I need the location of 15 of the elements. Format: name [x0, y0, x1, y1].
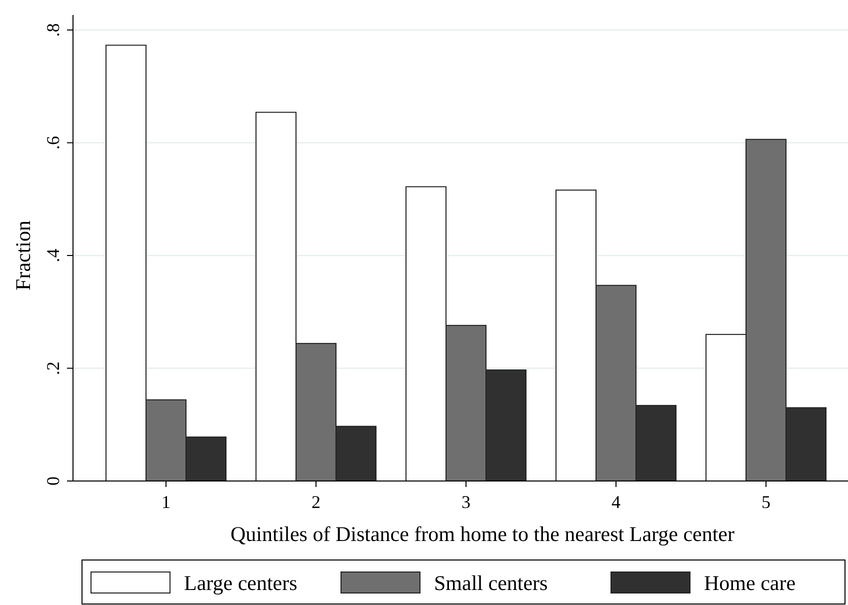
- y-tick-label: .6: [43, 136, 63, 150]
- legend-label: Small centers: [434, 571, 548, 595]
- y-tick-label: .8: [43, 23, 63, 37]
- y-axis-title: Fraction: [11, 220, 35, 290]
- y-tick-label: .4: [43, 248, 63, 262]
- x-tick-label: 3: [462, 492, 470, 512]
- y-tick-label: 0: [43, 476, 63, 486]
- x-tick-label: 1: [162, 492, 170, 512]
- x-axis-title: Quintiles of Distance from home to the nearest Large center: [230, 522, 735, 546]
- legend-label: Large centers: [184, 571, 298, 595]
- x-tick-label: 2: [312, 492, 320, 512]
- x-tick-label: 5: [762, 492, 770, 512]
- x-tick-label: 4: [612, 492, 620, 512]
- y-tick-label: .2: [43, 362, 63, 375]
- legend-label: Home care: [704, 571, 796, 595]
